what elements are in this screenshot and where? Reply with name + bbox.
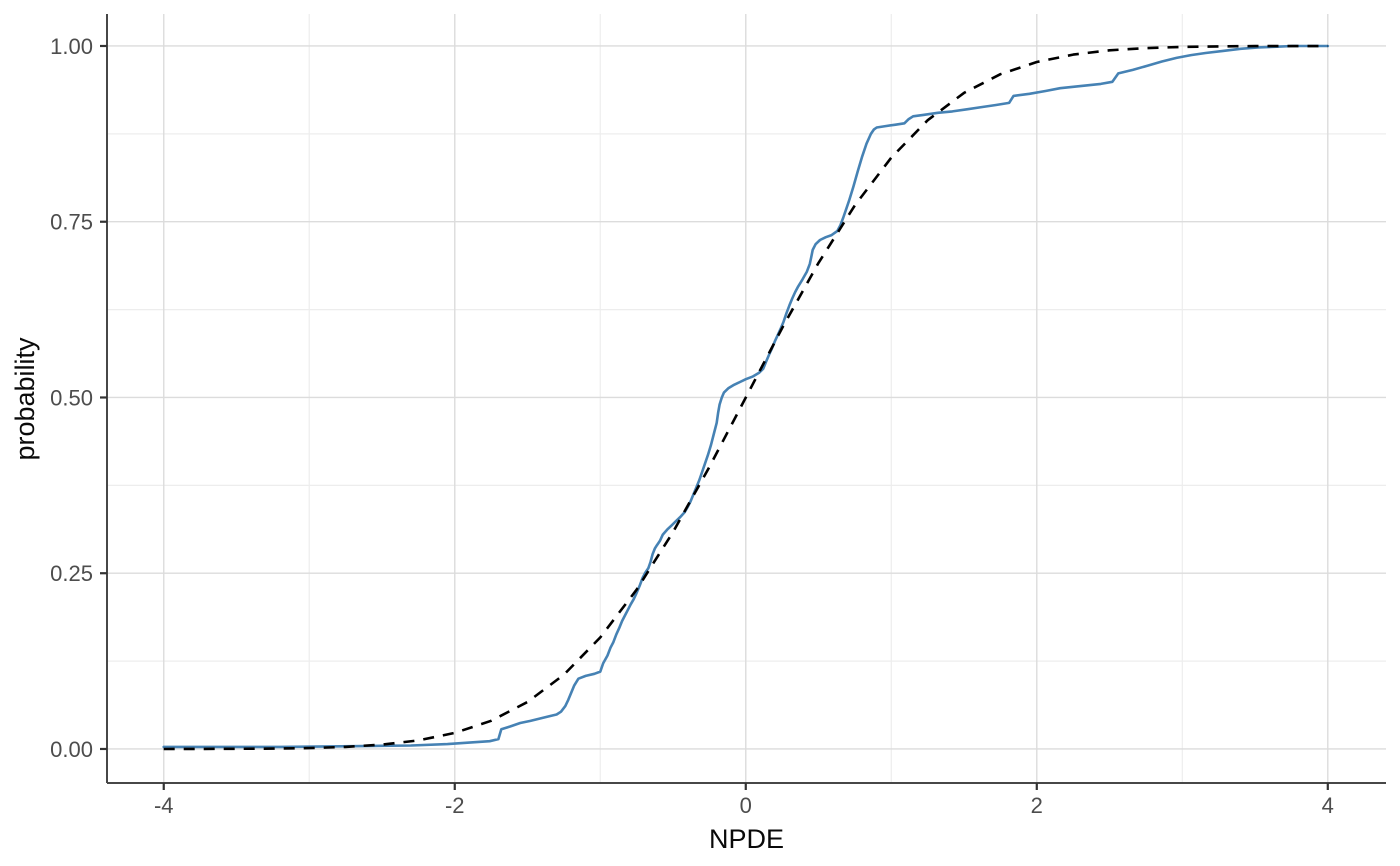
x-axis-title: NPDE — [709, 824, 784, 854]
x-tick-label: 2 — [1031, 793, 1043, 818]
y-tick-labels: 0.00 0.25 0.50 0.75 1.00 — [50, 34, 93, 762]
y-axis-title: probability — [10, 337, 40, 461]
gridlines-minor — [107, 14, 1386, 783]
x-tick-label: -2 — [445, 793, 465, 818]
y-tick-label: 0.25 — [50, 561, 93, 586]
x-tick-label: -4 — [154, 793, 174, 818]
ecdf-line — [162, 44, 1330, 749]
y-tick-label: 0.75 — [50, 210, 93, 235]
y-tick-label: 1.00 — [50, 34, 93, 59]
y-tick-label: 0.50 — [50, 385, 93, 410]
tick-marks — [100, 44, 1329, 790]
x-tick-label: 4 — [1322, 793, 1334, 818]
x-tick-label: 0 — [740, 793, 752, 818]
theoretical-normal-line — [163, 44, 1328, 751]
y-tick-label: 0.00 — [50, 737, 93, 762]
x-tick-labels: -4 -2 0 2 4 — [154, 793, 1334, 818]
gridlines-major — [107, 14, 1386, 783]
